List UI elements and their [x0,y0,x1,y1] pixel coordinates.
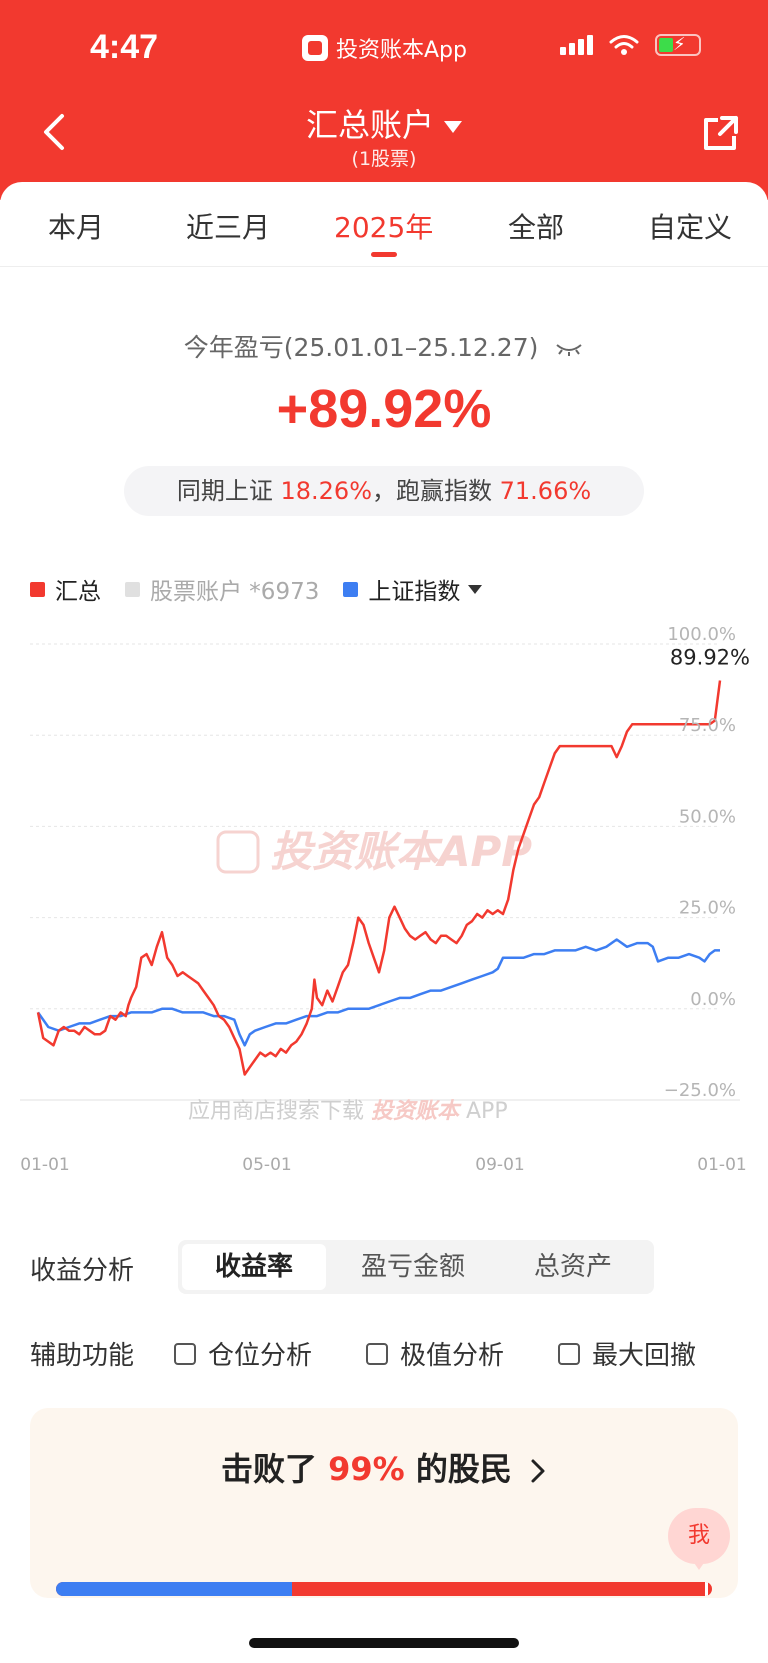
eye-closed-icon[interactable] [554,342,584,356]
watermark-logo-icon [216,830,260,874]
app-logo-icon [302,35,328,61]
analysis-label: 收益分析 [30,1256,135,1286]
legend-swatch [30,581,45,597]
y-tick-label: 50.0% [679,806,736,827]
share-icon[interactable] [700,114,740,154]
checkbox-icon[interactable] [366,1342,388,1365]
chart-grid [20,643,740,1101]
y-tick-label: 0.0% [690,989,736,1010]
ranking-bar-blue [56,1582,293,1596]
chart-legend: 汇总 股票账户 *6973 上证指数 [30,572,506,606]
watermark-sub-suffix: APP [459,1099,508,1124]
ranking-bar [56,1582,712,1596]
x-tick-label: 01-01 [697,1155,746,1175]
checkbox-icon[interactable] [558,1342,580,1365]
checkbox-position-analysis[interactable]: 仓位分析 [174,1335,312,1372]
series-line [36,680,722,1076]
summary-label: 今年盈亏(25.01.01–25.12.27) [0,328,768,364]
page-title: 汇总账户 [305,106,434,144]
tab-custom[interactable]: 自定义 [648,211,733,244]
wifi-icon [609,35,639,55]
seg-total-assets[interactable]: 总资产 [533,1252,612,1282]
app-header [0,0,768,200]
status-app-name: 投资账本App [302,32,467,64]
legend-label: 上证指数 [368,579,461,605]
watermark-sub-brand: 投资账本 [371,1099,462,1124]
end-value-label: 89.92% [670,645,750,669]
signal-icon [560,35,593,55]
ranking-bar-marker [705,1582,709,1596]
series-line [36,938,720,1047]
checkbox-label: 仓位分析 [208,1341,313,1371]
tab-2025[interactable]: 2025年 [334,211,434,244]
summary-period: 今年盈亏(25.01.01–25.12.27) [183,333,539,362]
ranking-suffix: 的股民 [415,1450,512,1488]
checkbox-label: 极值分析 [400,1341,505,1371]
y-tick-label: −25.0% [664,1080,736,1101]
watermark-sub-prefix: 应用商店搜索下载 [188,1099,371,1124]
seg-return-rate[interactable]: 收益率 [182,1244,326,1290]
legend-label: 股票账户 *6973 [150,579,320,605]
tab-active-indicator [371,252,397,257]
checkbox-max-drawdown[interactable]: 最大回撤 [558,1335,696,1372]
period-tabs: 本月 近三月 2025年 全部 自定义 [0,182,768,267]
legend-label: 汇总 [55,579,101,605]
chevron-right-icon [531,1459,545,1483]
status-icons: ⚡ [560,34,701,56]
chart-x-ticks: 01-01 05-01 09-01 01-01 [20,1155,746,1175]
tab-three-months[interactable]: 近三月 [186,211,271,244]
aux-label: 辅助功能 [30,1341,135,1371]
analysis-selector: 收益率 盈亏金额 总资产 [178,1240,654,1294]
y-tick-label: 75.0% [679,715,736,736]
tab-this-month[interactable]: 本月 [48,211,105,244]
legend-total[interactable]: 汇总 [30,572,101,606]
watermark-sub: 应用商店搜索下载 投资账本 APP [188,1099,508,1124]
chart-lines: 89.92% [36,645,750,1076]
x-tick-label: 05-01 [242,1155,291,1175]
checkbox-icon[interactable] [174,1342,196,1365]
account-selector[interactable]: 汇总账户 [0,100,768,146]
ranking-pct: 99% [328,1450,405,1488]
chart-y-ticks: 100.0% 75.0% 50.0% 25.0% 0.0% −25.0% [664,624,736,1101]
back-icon[interactable] [40,112,70,152]
legend-swatch [343,581,359,597]
index-comparison: 同期上证 18.26%，跑赢指数 71.66% [124,466,644,516]
compare-prefix: 同期上证 [176,477,273,505]
checkbox-extreme-analysis[interactable]: 极值分析 [366,1335,504,1372]
y-tick-label: 25.0% [679,898,736,919]
me-marker-bubble: 我 [668,1508,730,1570]
legend-swatch [125,581,140,597]
tab-all[interactable]: 全部 [508,211,565,244]
seg-profit-amount[interactable]: 盈亏金额 [360,1252,465,1282]
compare-mid: ，跑赢指数 [372,477,492,505]
status-app-label: 投资账本App [336,38,467,63]
ranking-prefix: 击败了 [220,1450,317,1488]
total-return: +89.92% [276,379,492,439]
ranking-card[interactable] [30,1408,738,1598]
battery-icon: ⚡ [655,34,701,56]
status-time: 4:47 [90,28,159,66]
checkbox-label: 最大回撤 [592,1341,697,1371]
chevron-down-icon [444,121,462,133]
excess-return: 71.66% [499,477,592,505]
legend-index[interactable]: 上证指数 [343,572,483,606]
watermark-main: 投资账本APP [270,827,532,876]
chevron-down-icon [468,584,483,594]
index-return: 18.26% [280,477,372,505]
home-indicator [249,1638,519,1648]
page-subtitle: (1股票) [351,148,417,170]
ranking-text[interactable]: 击败了 99% 的股民 [0,1444,768,1490]
x-tick-label: 01-01 [20,1155,69,1175]
y-tick-label: 100.0% [667,624,736,645]
x-tick-label: 09-01 [475,1155,524,1175]
legend-stock-account[interactable]: 股票账户 *6973 [125,572,319,606]
